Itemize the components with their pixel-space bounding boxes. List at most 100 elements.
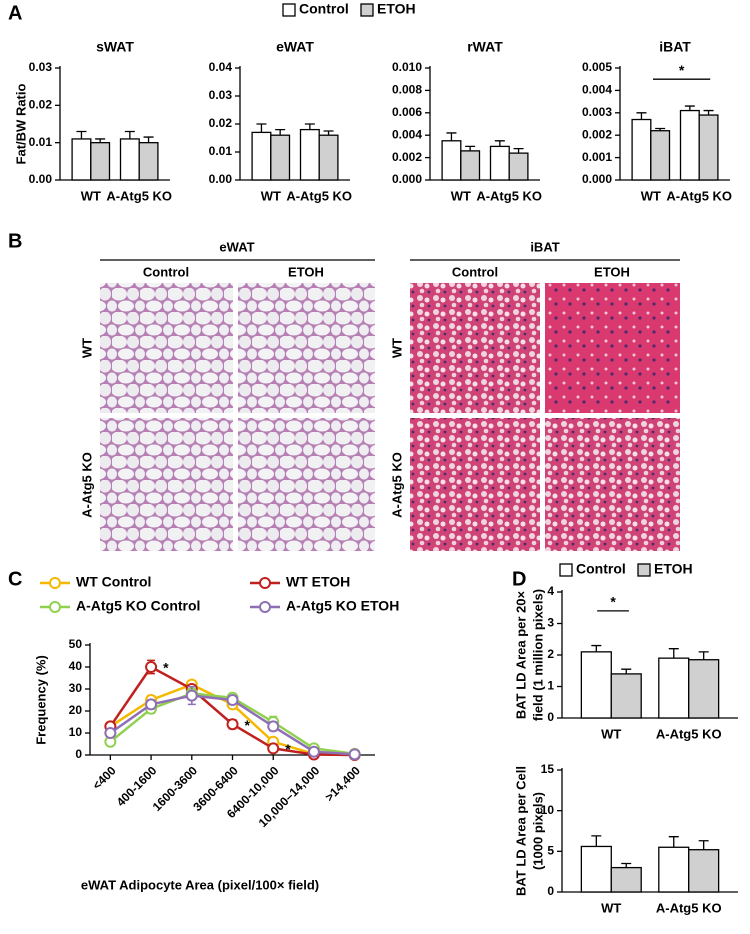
y-tick-label: 10 (69, 725, 83, 739)
chart-title: eWAT (276, 39, 314, 55)
y-tick-label: 0.005 (582, 60, 612, 74)
point (145, 661, 158, 673)
legend-label: ETOH (377, 1, 416, 17)
y-tick-label: 0.00 (29, 172, 53, 186)
row-label: A-Atg5 KO (79, 452, 94, 518)
histology-title: iBAT (530, 239, 559, 254)
y-tick-label: 0 (75, 747, 82, 761)
error-bar (95, 138, 106, 143)
x-tick-label: A-Atg5 KO (286, 188, 352, 203)
bar (460, 150, 481, 181)
error-bar (323, 130, 334, 136)
y-tick-label: 0.003 (582, 105, 612, 119)
y-tick-label: 0.03 (29, 60, 53, 74)
legend-label: Control (576, 561, 626, 577)
legend-marker (259, 601, 271, 613)
panel-b-images (100, 259, 680, 551)
legend-marker (49, 577, 61, 589)
error-bar (76, 130, 87, 139)
bar (580, 651, 612, 719)
point (145, 698, 158, 711)
legend-swatch (559, 563, 573, 577)
panel-label: B (8, 230, 22, 252)
bar (71, 138, 92, 181)
y-tick-label: 40 (69, 659, 83, 673)
histology-image (410, 283, 540, 413)
y-axis-label: BAT LD Area per 20× (513, 590, 528, 719)
bar (688, 659, 720, 719)
bar (90, 142, 111, 181)
error-bar (668, 836, 679, 848)
bar (658, 846, 690, 893)
y-tick-label: 0.004 (392, 127, 422, 141)
error-bar (304, 123, 315, 130)
error-bar (591, 835, 602, 847)
y-tick-label: 0.008 (392, 83, 422, 97)
y-tick-label: 30 (69, 681, 83, 695)
bar (610, 673, 642, 719)
y-axis-label: BAT LD Area per Cell (513, 766, 528, 896)
bar (138, 142, 159, 181)
error-bar (684, 105, 695, 111)
bar (441, 140, 462, 181)
error-bar (465, 145, 476, 151)
y-tick-label: 1 (547, 679, 554, 693)
error-bar (494, 140, 505, 147)
legend-swatch (360, 3, 374, 17)
legend-label: A-Atg5 KO Control (76, 598, 200, 614)
panel-label: D (512, 568, 526, 590)
bar (489, 145, 510, 181)
x-tick-label: A-Atg5 KO (106, 188, 172, 203)
histology-image (100, 283, 233, 413)
y-tick-label: 0.002 (582, 127, 612, 141)
chart-title: sWAT (96, 39, 134, 55)
y-tick-label: 3 (547, 616, 554, 630)
y-tick-label: 20 (69, 703, 83, 717)
legend-marker (259, 577, 271, 589)
row-label: WT (389, 338, 404, 358)
bar (318, 134, 339, 181)
y-tick-label: 0.004 (582, 83, 612, 97)
y-tick-label: 2 (547, 647, 554, 661)
bar (119, 138, 140, 181)
y-axis-label: Fat/BW Ratio (13, 84, 28, 165)
column-label: Control (452, 264, 498, 279)
panel-label: A (8, 2, 22, 24)
error-bar (668, 648, 679, 659)
histology-image (238, 418, 375, 551)
row-label: WT (79, 338, 94, 358)
x-tick-label: WT (261, 188, 281, 203)
y-tick-label: 0.02 (209, 116, 233, 130)
y-tick-label: 5 (547, 844, 554, 858)
point (185, 689, 198, 702)
bar (658, 657, 690, 719)
chart-title: iBAT (659, 39, 691, 55)
legend-marker (49, 601, 61, 613)
error-bar (698, 651, 709, 660)
bar (580, 845, 612, 893)
point (267, 742, 280, 755)
y-axis-label: field (1 million pixels) (530, 589, 545, 721)
legend-label: ETOH (654, 561, 693, 577)
bar (299, 128, 320, 181)
point (267, 720, 280, 733)
y-tick-label: 0.000 (582, 172, 612, 186)
y-tick-label: 0.001 (582, 150, 612, 164)
point (307, 745, 320, 758)
significance-mark: * (163, 660, 169, 676)
y-tick-label: 0.04 (209, 60, 233, 74)
error-bar (124, 130, 135, 139)
histology-image (545, 283, 680, 413)
error-bar (698, 840, 709, 850)
bar (650, 130, 671, 181)
histology-image (100, 418, 233, 551)
histology-title: eWAT (219, 239, 254, 254)
y-tick-label: 0.000 (392, 172, 422, 186)
column-label: ETOH (288, 264, 324, 279)
error-bar (446, 132, 457, 141)
y-axis-label: Frequency (%) (33, 655, 48, 745)
bar (698, 114, 719, 181)
significance-mark: * (285, 741, 291, 757)
bar (610, 866, 642, 893)
significance-mark: * (245, 717, 251, 733)
